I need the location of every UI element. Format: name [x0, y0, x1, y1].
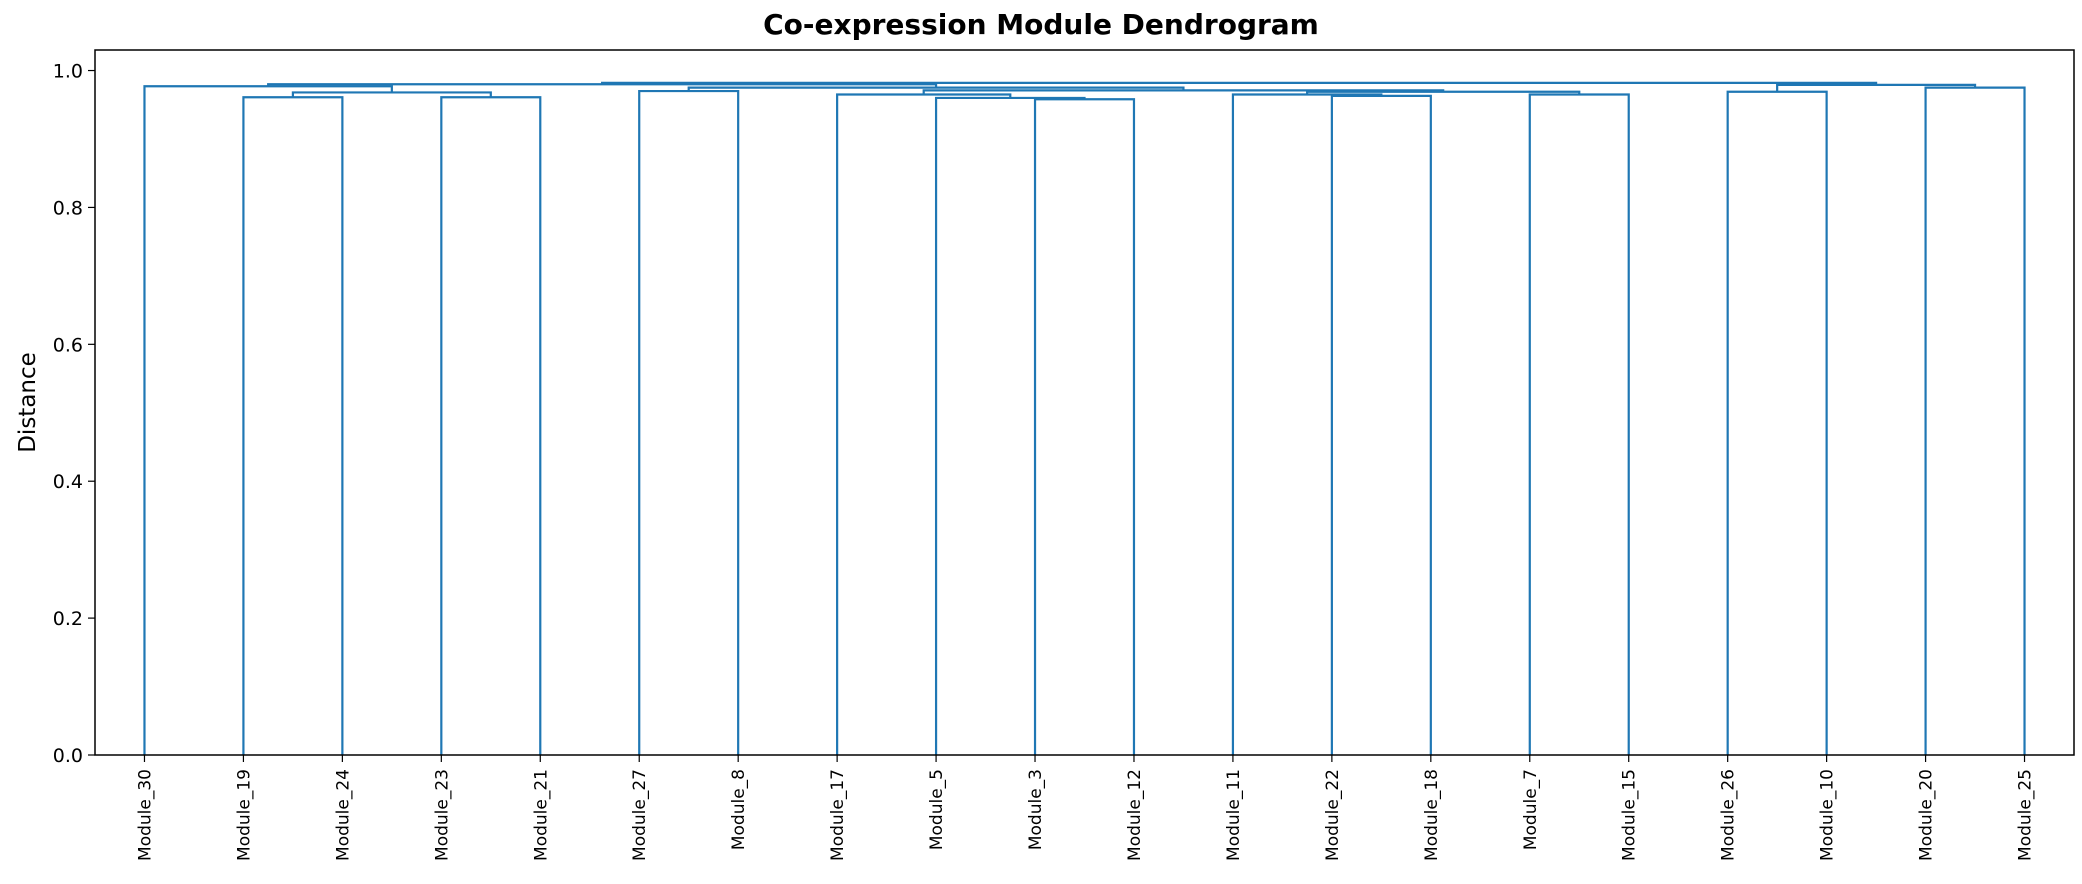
- dendrogram-link: [1776, 83, 1977, 92]
- leaf-label: Module_17: [828, 769, 848, 861]
- y-tick-label: 1.0: [53, 61, 83, 83]
- dendrogram-link: [291, 91, 492, 98]
- dendrogram-link: [638, 89, 740, 755]
- dendrogram-link: [1924, 86, 2026, 755]
- y-axis-label: Distance: [15, 352, 41, 453]
- leaf-label: Module_8: [729, 769, 749, 850]
- leaf-label: Module_12: [1125, 769, 1145, 861]
- leaf-label: Module_24: [333, 769, 353, 861]
- y-tick-label: 0.4: [53, 471, 83, 493]
- dendrogram-link: [1726, 90, 1828, 755]
- y-tick-label: 0.0: [53, 745, 83, 767]
- leaf-label: Module_30: [135, 769, 155, 861]
- leaf-label: Module_3: [1026, 769, 1046, 850]
- y-tick-label: 0.8: [53, 197, 83, 219]
- dendrogram-links: [143, 81, 2026, 755]
- leaf-label: Module_18: [1422, 769, 1442, 861]
- leaf-label: Module_7: [1521, 769, 1541, 850]
- dendrogram-link: [1306, 90, 1581, 95]
- leaf-label: Module_22: [1323, 769, 1343, 861]
- leaf-label: Module_27: [630, 769, 650, 861]
- leaf-label: Module_26: [1719, 769, 1739, 861]
- leaf-label: Module_11: [1224, 769, 1244, 861]
- dendrogram-link: [143, 85, 393, 755]
- leaf-label: Module_15: [1620, 769, 1640, 861]
- dendrogram-link: [242, 96, 344, 755]
- dendrogram-link: [1033, 98, 1136, 755]
- leaf-label: Module_23: [432, 769, 452, 861]
- leaf-label: Module_5: [927, 769, 947, 850]
- leaf-label: Module_10: [1818, 769, 1838, 861]
- dendrogram-link: [1330, 94, 1432, 755]
- leaf-label: Module_19: [234, 769, 254, 861]
- dendrogram-link: [687, 86, 1185, 92]
- y-tick-label: 0.2: [53, 608, 83, 630]
- plot-frame: [94, 49, 2075, 756]
- dendrogram-link: [836, 93, 1012, 755]
- chart-title: Co-expression Module Dendrogram: [763, 8, 1319, 41]
- leaf-label: Module_21: [531, 769, 551, 861]
- dendrogram-link: [934, 96, 1086, 755]
- leaf-label: Module_20: [1917, 769, 1937, 861]
- dendrogram-link: [440, 96, 542, 755]
- leaf-label: Module_25: [2016, 769, 2036, 861]
- dendrogram-link: [1231, 93, 1383, 755]
- x-axis: Module_30 Module_19 Module_24 Module_23 Modu…: [135, 755, 2036, 861]
- y-axis: 0.0 0.2 0.4 0.6 0.8 1.0: [53, 61, 95, 767]
- dendrogram-link: [1528, 93, 1630, 755]
- y-tick-label: 0.6: [53, 334, 83, 356]
